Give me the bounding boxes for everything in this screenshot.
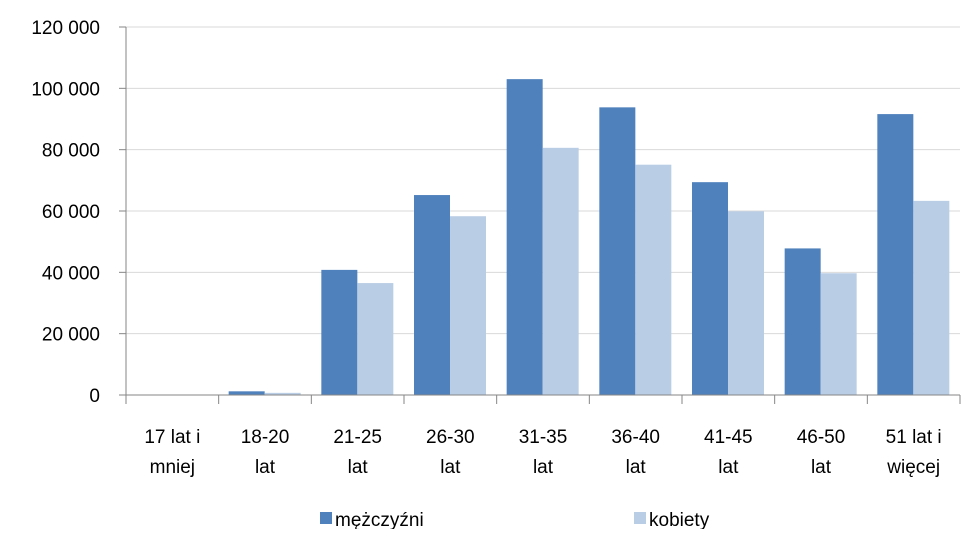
x-tick-label: 41-45 (704, 427, 753, 448)
x-tick-label: lat (440, 457, 461, 478)
axes (119, 26, 961, 404)
x-tick-label: lat (626, 457, 647, 478)
y-tick-label: 60 000 (42, 202, 100, 223)
x-tick-label: 26-30 (426, 427, 475, 448)
x-tick-label: więcej (886, 457, 940, 478)
bar-series-1 (414, 195, 450, 395)
legend-swatch (634, 512, 646, 524)
x-tick-label: lat (811, 457, 832, 478)
bar-series-2 (913, 200, 950, 395)
x-tick-label: lat (348, 457, 369, 478)
legend: mężczyźni kobiety (320, 510, 710, 531)
bar-series-1 (228, 391, 265, 395)
x-tick-labels: 17 lat i mniej 18-20 lat 21-25 lat 26-30 lat 31-… (144, 427, 941, 478)
legend-label: mężczyźni (335, 510, 424, 529)
bar-series-2 (635, 164, 672, 395)
bar-series-1 (506, 79, 543, 395)
bar-series-1 (321, 269, 358, 395)
bar-series-1 (877, 114, 914, 396)
legend-label: kobiety (649, 510, 710, 529)
y-tick-labels: 0 20 000 40 000 60 000 80 000 100 000 120 000 (31, 18, 100, 407)
y-tick-label: 40 000 (42, 263, 100, 284)
y-tick-label: 120 000 (31, 18, 100, 39)
x-tick-label: lat (533, 457, 554, 478)
y-tick-label: 0 (89, 386, 100, 407)
x-tick-label: mniej (150, 457, 195, 478)
x-tick-label: 36-40 (611, 427, 660, 448)
bar-series-2 (264, 392, 301, 395)
x-tick-label: 31-35 (519, 427, 568, 448)
y-tick-label: 80 000 (42, 141, 100, 162)
x-tick-label: 21-25 (333, 427, 382, 448)
bar-series-1 (692, 182, 728, 395)
bar-series-2 (450, 216, 486, 395)
legend-swatch (320, 512, 332, 524)
x-tick-label: 18-20 (241, 427, 290, 448)
x-tick-label: 17 lat i (144, 427, 200, 448)
x-tick-label: 51 lat i (886, 427, 942, 448)
bar-series-2 (542, 147, 579, 395)
bar-series-1 (599, 107, 636, 395)
x-tick-label: 46-50 (797, 427, 846, 448)
y-tick-label: 20 000 (42, 325, 100, 346)
bars (228, 79, 950, 396)
bar-series-1 (784, 248, 821, 395)
bar-series-2 (357, 283, 394, 395)
x-tick-label: lat (718, 457, 739, 478)
bar-series-2 (728, 211, 764, 395)
y-tick-label: 100 000 (31, 79, 100, 100)
x-tick-label: lat (255, 457, 276, 478)
bar-series-2 (820, 273, 857, 395)
